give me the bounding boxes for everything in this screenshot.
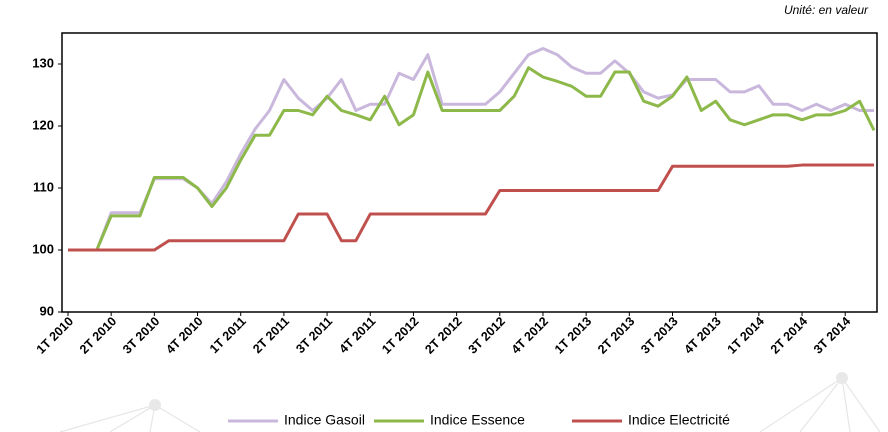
series-line — [68, 47, 874, 252]
x-tick-label: 2T 2011 — [250, 314, 292, 356]
x-tick-label: 2T 2012 — [422, 314, 464, 356]
plot-frame — [61, 32, 878, 313]
x-tick-label: 3T 2013 — [638, 314, 680, 356]
x-tick-label: 1T 2010 — [34, 314, 76, 356]
x-tick-label: 1T 2013 — [552, 314, 594, 356]
legend-label: Indice Electricité — [628, 412, 730, 428]
x-tick-label: 2T 2014 — [768, 314, 810, 356]
x-tick-label: 3T 2011 — [293, 314, 335, 356]
x-tick-label: 3T 2014 — [811, 314, 853, 356]
subtitle: Unité: en valeur — [784, 3, 869, 17]
series-line — [68, 66, 876, 252]
y-tick-label: 130 — [32, 55, 54, 70]
x-tick-label: 4T 2013 — [681, 314, 723, 356]
legend-label: Indice Gasoil — [284, 412, 365, 428]
x-tick-label: 1T 2014 — [725, 314, 767, 356]
legend-label: Indice Essence — [430, 412, 525, 428]
x-tick-label: 2T 2013 — [595, 314, 637, 356]
x-tick-label: 4T 2010 — [163, 314, 205, 356]
y-tick-label: 100 — [32, 241, 54, 256]
x-tick-label: 1T 2011 — [207, 314, 249, 356]
y-tick-label: 110 — [33, 179, 54, 194]
x-tick-label: 3T 2010 — [120, 314, 162, 356]
x-tick-label: 4T 2011 — [337, 314, 379, 356]
x-tick-label: 4T 2012 — [509, 314, 551, 356]
x-tick-label: 2T 2010 — [77, 314, 119, 356]
x-tick-label: 1T 2012 — [379, 314, 421, 356]
y-tick-label: 120 — [32, 117, 54, 132]
x-tick-label: 3T 2012 — [466, 314, 508, 356]
series-line — [68, 163, 874, 252]
y-tick-label: 90 — [40, 303, 54, 318]
decoration — [59, 372, 881, 432]
